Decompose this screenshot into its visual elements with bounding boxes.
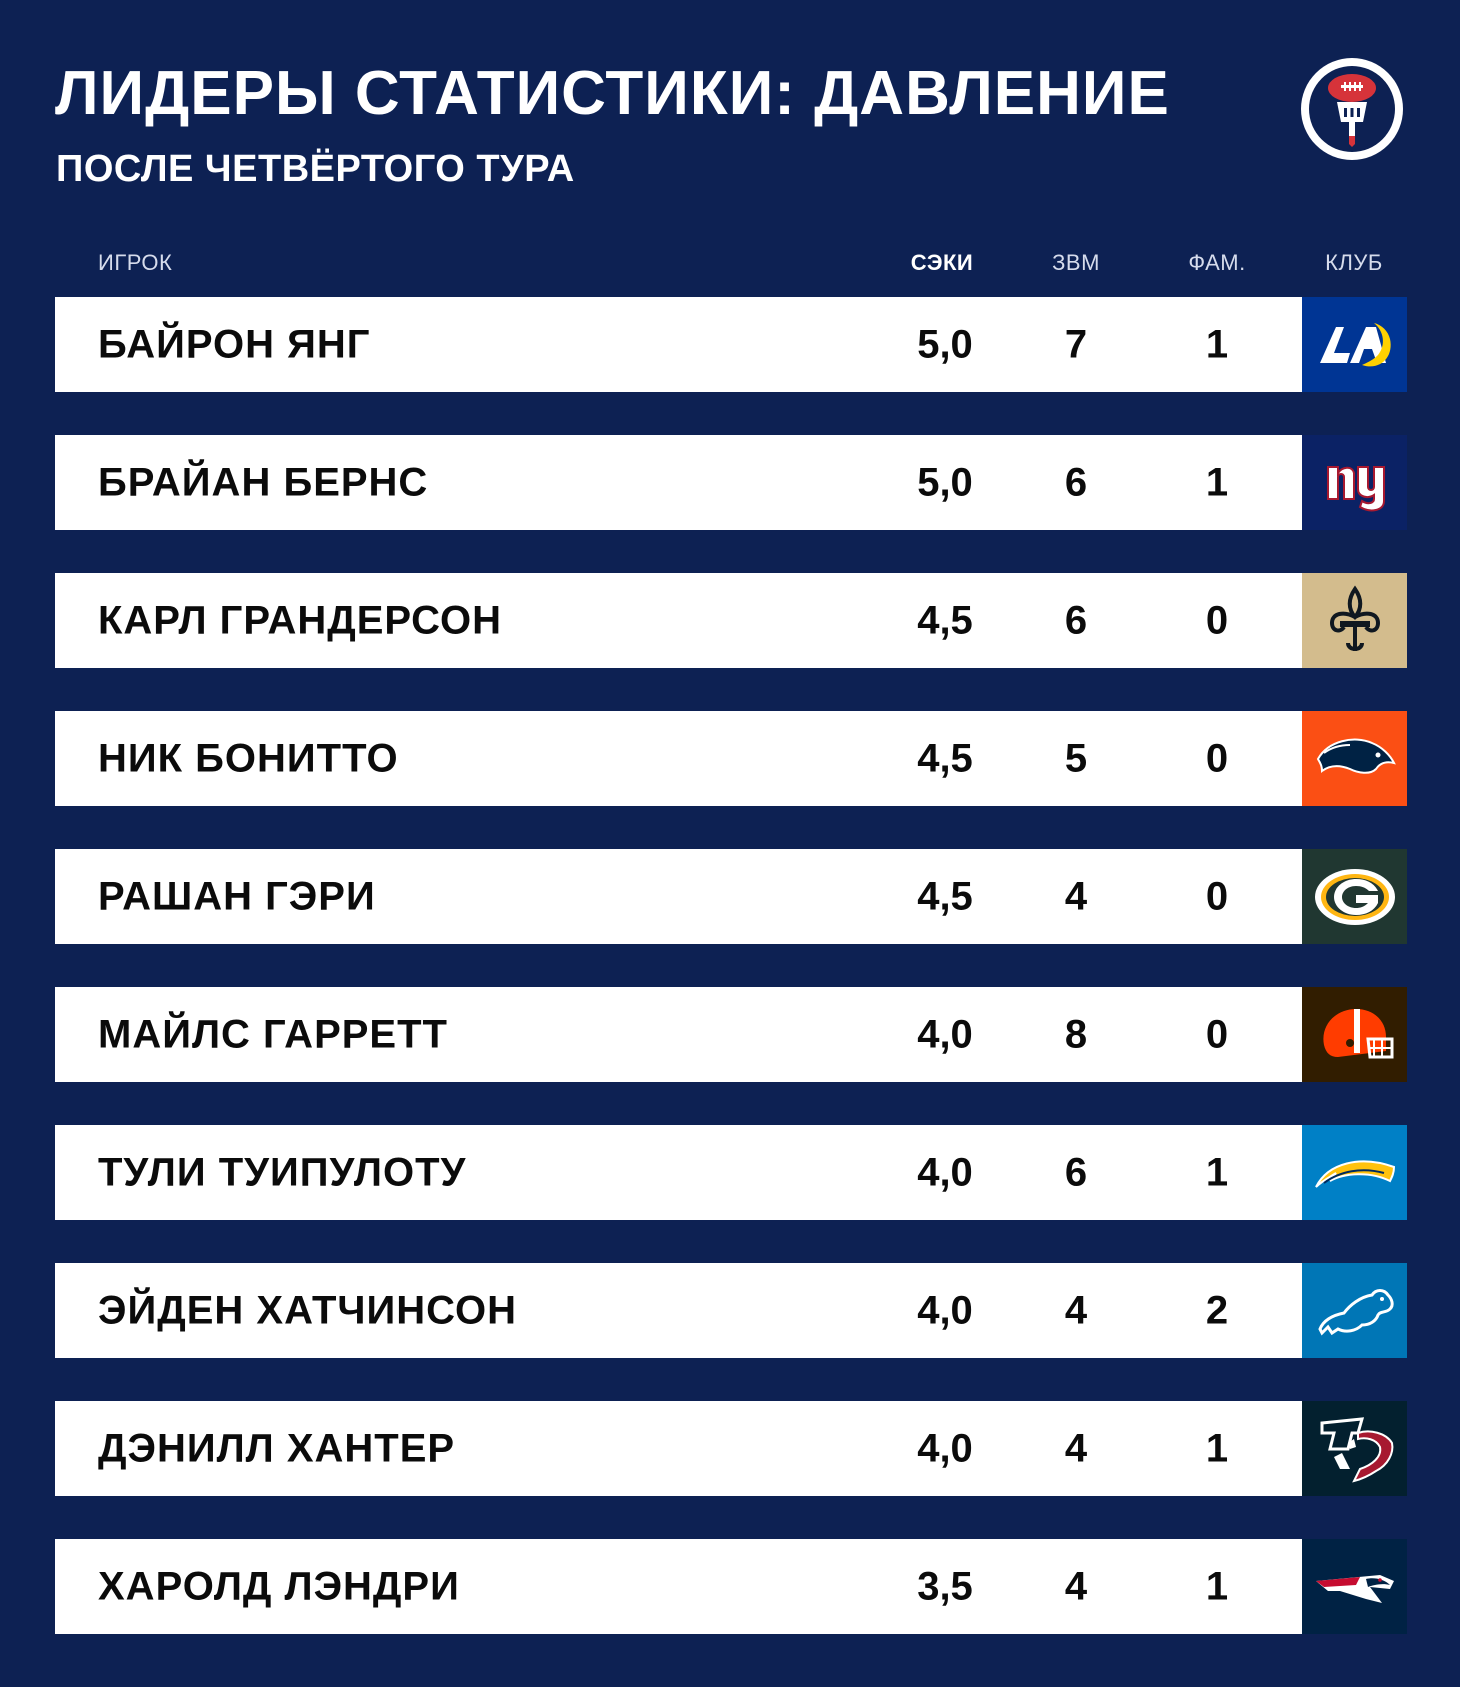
packers-logo-icon (1302, 849, 1407, 944)
table-row: РАШАН ГЭРИ 4,5 4 0 (55, 849, 1407, 944)
sacks-value: 4,5 (917, 736, 973, 780)
sacks-value: 4,5 (917, 598, 973, 642)
qb-hits-value: 4 (1064, 1426, 1088, 1470)
table-row: НИК БОНИТТО 4,5 5 0 (55, 711, 1407, 806)
fumbles-value: 1 (1205, 1426, 1229, 1470)
column-header-club: КЛУБ (1325, 250, 1383, 275)
browns-logo-icon (1302, 987, 1407, 1082)
sacks-value: 4,0 (917, 1288, 973, 1332)
table-row: КАРЛ ГРАНДЕРСОН 4,5 6 0 (55, 573, 1407, 668)
page-subtitle: ПОСЛЕ ЧЕТВЁРТОГО ТУРА (56, 148, 575, 190)
patriots-logo-icon (1302, 1539, 1407, 1634)
fumbles-value: 1 (1205, 1564, 1229, 1608)
table-row: ТУЛИ ТУИПУЛОТУ 4,0 6 1 (55, 1125, 1407, 1220)
table-row: ЭЙДЕН ХАТЧИНСОН 4,0 4 2 (55, 1263, 1407, 1358)
fumbles-value: 2 (1205, 1288, 1229, 1332)
player-name: ТУЛИ ТУИПУЛОТУ (98, 1150, 467, 1194)
player-name: МАЙЛС ГАРРЕТТ (98, 1012, 448, 1056)
giants-logo-icon (1302, 435, 1407, 530)
saints-logo-icon (1302, 573, 1407, 668)
table-header: ИГРОК СЭКИ ЗВМ ФАМ. КЛУБ (0, 250, 1460, 286)
column-header-player: ИГРОК (98, 250, 173, 275)
player-name: НИК БОНИТТО (98, 736, 399, 780)
qb-hits-value: 6 (1064, 598, 1088, 642)
fumbles-value: 1 (1205, 1150, 1229, 1194)
row-main: КАРЛ ГРАНДЕРСОН 4,5 6 0 (55, 573, 1302, 668)
lions-logo-icon (1302, 1263, 1407, 1358)
table-row: БАЙРОН ЯНГ 5,0 7 1 (55, 297, 1407, 392)
football-microphone-icon (1297, 54, 1407, 164)
table-row: БРАЙАН БЕРНС 5,0 6 1 (55, 435, 1407, 530)
sacks-value: 4,0 (917, 1426, 973, 1470)
table-row: МАЙЛС ГАРРЕТТ 4,0 8 0 (55, 987, 1407, 1082)
qb-hits-value: 4 (1064, 1564, 1088, 1608)
player-name: ДЭНИЛЛ ХАНТЕР (98, 1426, 456, 1470)
fumbles-value: 0 (1205, 598, 1229, 642)
qb-hits-value: 6 (1064, 1150, 1088, 1194)
fumbles-value: 0 (1205, 874, 1229, 918)
player-name: БАЙРОН ЯНГ (98, 322, 371, 366)
chargers-logo-icon (1302, 1125, 1407, 1220)
row-main: БАЙРОН ЯНГ 5,0 7 1 (55, 297, 1302, 392)
row-main: ЭЙДЕН ХАТЧИНСОН 4,0 4 2 (55, 1263, 1302, 1358)
fumbles-value: 1 (1205, 460, 1229, 504)
column-header-fumbles: ФАМ. (1188, 250, 1246, 275)
row-main: ДЭНИЛЛ ХАНТЕР 4,0 4 1 (55, 1401, 1302, 1496)
qb-hits-value: 4 (1064, 1288, 1088, 1332)
table-row: ХАРОЛД ЛЭНДРИ 3,5 4 1 (55, 1539, 1407, 1634)
row-main: РАШАН ГЭРИ 4,5 4 0 (55, 849, 1302, 944)
row-main: МАЙЛС ГАРРЕТТ 4,0 8 0 (55, 987, 1302, 1082)
fumbles-value: 0 (1205, 736, 1229, 780)
qb-hits-value: 6 (1064, 460, 1088, 504)
qb-hits-value: 8 (1064, 1012, 1088, 1056)
fumbles-value: 0 (1205, 1012, 1229, 1056)
table-row: ДЭНИЛЛ ХАНТЕР 4,0 4 1 (55, 1401, 1407, 1496)
sacks-value: 5,0 (917, 322, 973, 366)
qb-hits-value: 5 (1064, 736, 1088, 780)
player-name: ХАРОЛД ЛЭНДРИ (98, 1564, 460, 1608)
texans-logo-icon (1302, 1401, 1407, 1496)
fumbles-value: 1 (1205, 322, 1229, 366)
row-main: ХАРОЛД ЛЭНДРИ 3,5 4 1 (55, 1539, 1302, 1634)
qb-hits-value: 4 (1064, 874, 1088, 918)
column-header-sacks: СЭКИ (910, 250, 974, 275)
row-main: БРАЙАН БЕРНС 5,0 6 1 (55, 435, 1302, 530)
page-title: ЛИДЕРЫ СТАТИСТИКИ: ДАВЛЕНИЕ (55, 59, 1170, 128)
player-name: БРАЙАН БЕРНС (98, 460, 429, 504)
row-main: ТУЛИ ТУИПУЛОТУ 4,0 6 1 (55, 1125, 1302, 1220)
sacks-value: 4,5 (917, 874, 973, 918)
broncos-logo-icon (1302, 711, 1407, 806)
player-name: РАШАН ГЭРИ (98, 874, 376, 918)
sacks-value: 4,0 (917, 1150, 973, 1194)
sacks-value: 5,0 (917, 460, 973, 504)
sacks-value: 3,5 (917, 1564, 973, 1608)
rams-logo-icon (1302, 297, 1407, 392)
player-name: ЭЙДЕН ХАТЧИНСОН (98, 1288, 518, 1332)
sacks-value: 4,0 (917, 1012, 973, 1056)
player-name: КАРЛ ГРАНДЕРСОН (98, 598, 503, 642)
column-header-qb-hits: ЗВМ (1052, 250, 1100, 275)
qb-hits-value: 7 (1064, 322, 1088, 366)
row-main: НИК БОНИТТО 4,5 5 0 (55, 711, 1302, 806)
